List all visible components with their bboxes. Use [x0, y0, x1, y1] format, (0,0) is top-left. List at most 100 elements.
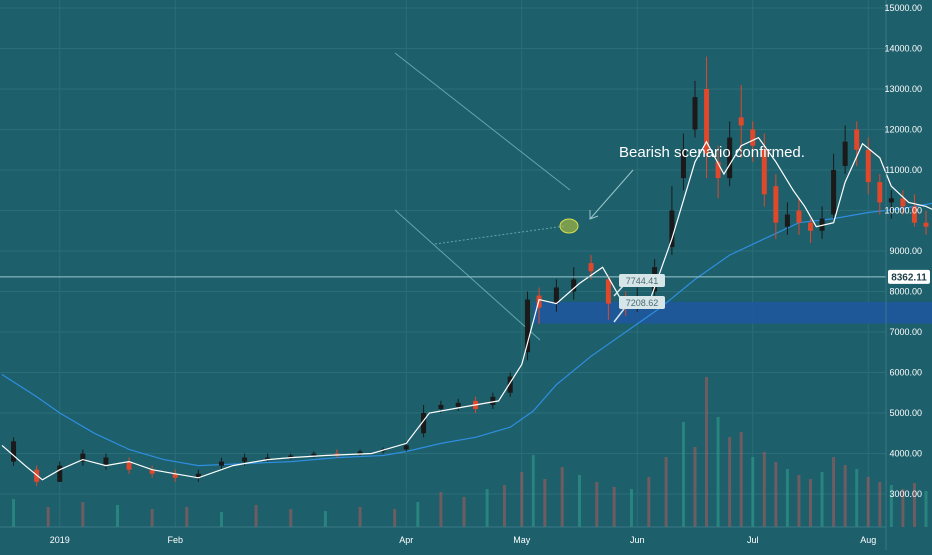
annotation-arrow-head [589, 210, 599, 220]
price-tick-label: 9000.00 [889, 246, 922, 256]
support-zone-box [533, 301, 932, 324]
candle-body [490, 396, 496, 405]
volume-bar [323, 511, 327, 527]
candle-body [553, 287, 559, 304]
candle-body [149, 469, 155, 474]
price-axis[interactable]: 15000.00 14000.00 13000.00 12000.00 11000.00… [884, 3, 922, 499]
candle-body [773, 186, 779, 223]
volume-bar [502, 485, 506, 527]
candle-body [761, 149, 767, 195]
lower-level-leader [613, 308, 625, 323]
time-axis[interactable]: 2019FebAprMayJunJulAugSepOctNovDec2020Fe… [50, 535, 932, 545]
volume-bar [889, 485, 893, 527]
annotation-arrow [589, 169, 634, 220]
volume-bar [855, 469, 859, 527]
trendlines [394, 52, 571, 341]
candle-body [525, 299, 531, 353]
candle-body [784, 214, 790, 227]
candle-body [692, 97, 698, 130]
candle-body [605, 279, 611, 304]
candle-body [126, 461, 132, 470]
candle-body [831, 170, 837, 215]
price-tick-label: 7000.00 [889, 327, 922, 337]
time-tick-label: May [513, 535, 531, 545]
price-tick-label: 11000.00 [885, 165, 922, 175]
volume-bar [485, 489, 489, 527]
volume-bar [901, 489, 905, 527]
volume-bar [612, 487, 616, 527]
candle-body [727, 137, 733, 179]
volume-bar [116, 505, 119, 527]
volume-bar [543, 479, 547, 527]
volume-bar [832, 457, 836, 527]
volume-bar [664, 457, 668, 527]
volume-bar [81, 502, 85, 527]
lower-level-label: 7208.62 [626, 298, 659, 308]
upper-trendline [394, 52, 571, 191]
volume-bar [924, 491, 928, 527]
slow-moving-average [1, 202, 932, 467]
candle-body [103, 457, 109, 466]
lower-trendline [394, 209, 541, 341]
volume-bar [185, 507, 189, 527]
neckline [434, 225, 566, 245]
upper-level-label: 7744.41 [626, 276, 659, 286]
volume-bar [728, 437, 732, 527]
candle-body [715, 161, 721, 179]
annotation-text: Bearish scenario confirmed. [619, 144, 805, 161]
price-tick-label: 5000.00 [889, 408, 922, 418]
volume-bar [739, 432, 743, 527]
candle-body [808, 222, 813, 231]
candle-body [421, 413, 427, 434]
support-zone [533, 301, 932, 324]
volume-bar [809, 479, 812, 527]
volume-bar [629, 489, 633, 527]
volume-bar [595, 482, 599, 527]
candle-body [288, 455, 294, 458]
price-tick-label: 4000.00 [889, 449, 922, 459]
candle-body [704, 89, 710, 154]
volume-bar [705, 377, 709, 527]
candle-body [819, 218, 825, 231]
volume-bar [578, 475, 581, 527]
volume-bar [289, 509, 293, 527]
candle-body [877, 182, 883, 203]
time-tick-label: Feb [167, 535, 183, 545]
volume-bar [866, 477, 870, 527]
breakdown-marker [559, 218, 579, 234]
volume-bars [12, 377, 928, 527]
volume-bar [439, 492, 443, 527]
time-tick-label: 2019 [50, 535, 70, 545]
volume-bar [785, 469, 789, 527]
current-price-box [888, 269, 930, 284]
candle-body [403, 445, 409, 450]
price-tick-label: 6000.00 [889, 368, 922, 378]
candle-body [854, 129, 860, 150]
volume-bar [462, 497, 466, 527]
volume-bar [774, 462, 778, 527]
candle-body [438, 404, 444, 409]
candle-body [669, 210, 675, 247]
candle-body [888, 198, 894, 203]
volume-bar [751, 457, 755, 527]
candle-body [242, 457, 248, 462]
volume-bar [912, 483, 916, 527]
price-tick-label: 14000.00 [884, 44, 922, 54]
volume-bar [878, 482, 882, 527]
lower-level-label-box [619, 296, 665, 309]
price-tick-label: 13000.00 [884, 84, 922, 94]
price-tick-label: 3000.00 [889, 489, 922, 499]
grid [0, 0, 886, 527]
candle-body [80, 453, 86, 462]
volume-bar [393, 509, 397, 527]
candle-body [57, 465, 63, 482]
volume-bar [762, 452, 766, 527]
candle-body [588, 263, 594, 272]
price-tick-label: 10000.00 [884, 206, 922, 216]
candle-body [195, 473, 201, 478]
volume-bar [531, 455, 535, 527]
candle-body [265, 457, 271, 460]
